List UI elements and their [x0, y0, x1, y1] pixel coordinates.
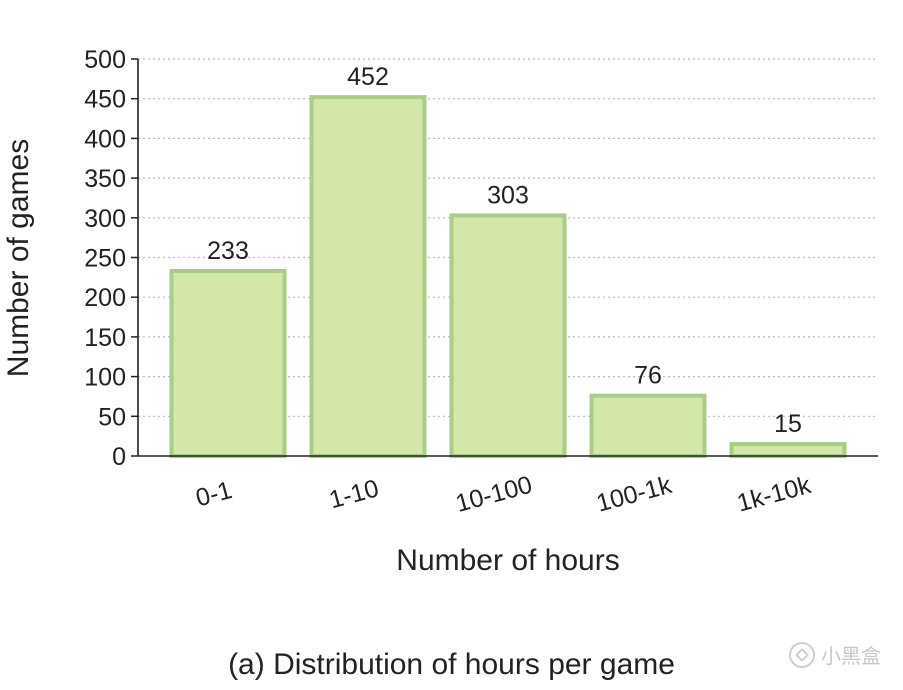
bar-0-1 [169, 268, 287, 458]
y-axis-label: Number of games [2, 139, 35, 377]
x-axis-ticks: 0-1 1-10 10-100 100-1k 1k-10k [193, 471, 814, 518]
x-tick-label: 0-1 [193, 476, 235, 512]
y-tick-label: 350 [84, 165, 126, 193]
bar-1k-10k [729, 442, 847, 458]
y-tick-label: 0 [112, 443, 126, 471]
bar-value-label: 15 [774, 410, 802, 438]
bar-10-100 [449, 213, 567, 458]
bar-1-10 [309, 95, 427, 458]
figure-caption: (a) Distribution of hours per game [228, 648, 675, 681]
watermark-logo-icon [789, 641, 815, 668]
x-tick-label: 100-1k [593, 471, 675, 518]
bar-value-label: 233 [207, 237, 249, 265]
bar-chart: 233 452 303 76 15 0 50 100 150 200 250 300 350 400 45… [2, 46, 878, 577]
bars [169, 95, 847, 459]
y-tick-label: 300 [84, 205, 126, 233]
x-tick-label: 1-10 [326, 474, 382, 514]
y-tick-label: 250 [84, 245, 126, 273]
y-tick-label: 100 [84, 364, 126, 392]
y-tick-label: 150 [84, 324, 126, 352]
watermark-text: 小黑盒 [821, 644, 881, 668]
watermark: 小黑盒 [789, 640, 881, 669]
bar-value-labels: 233 452 303 76 15 [207, 63, 802, 438]
y-tick-label: 450 [84, 86, 126, 114]
x-tick-label: 1k-10k [734, 471, 814, 518]
x-axis-label: Number of hours [396, 544, 619, 577]
y-tick-label: 400 [84, 125, 126, 153]
y-tick-label: 50 [98, 403, 126, 431]
y-tick-label: 200 [84, 284, 126, 312]
bar-value-label: 452 [347, 63, 389, 91]
x-tick-label: 10-100 [453, 471, 535, 518]
y-axis-ticks: 0 50 100 150 200 250 300 350 400 450 500 [84, 46, 138, 471]
bar-value-label: 303 [487, 181, 529, 209]
bar-value-label: 76 [634, 362, 662, 390]
bar-100-1k [589, 393, 707, 459]
y-tick-label: 500 [84, 46, 126, 74]
